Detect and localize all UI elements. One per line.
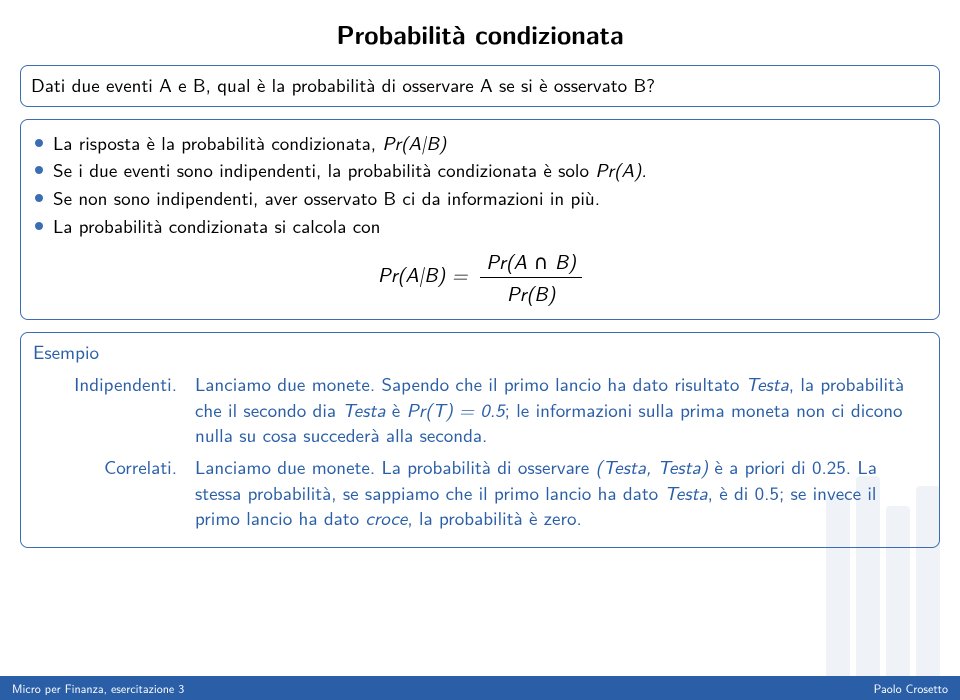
bullet-item: La probabilità condizionata si calcola c… — [35, 213, 925, 239]
example-row: Correlati. Lanciamo due monete. La proba… — [39, 454, 921, 531]
bullet-text: La risposta è la probabilità condizionat… — [53, 130, 925, 156]
intro-box: Dati due eventi A e B, qual è la probabi… — [20, 65, 940, 107]
example-body: Lanciamo due monete. La probabilità di o… — [195, 454, 921, 531]
content-box: La risposta è la probabilità condizionat… — [20, 119, 940, 321]
example-body: Lanciamo due monete. Sapendo che il prim… — [195, 371, 921, 448]
bullet-text: Se i due eventi sono indipendenti, la pr… — [53, 157, 925, 183]
formula-fraction: Pr(A ∩ B) Pr(B) — [480, 248, 582, 307]
bullet-item: Se i due eventi sono indipendenti, la pr… — [35, 157, 925, 183]
formula-denominator: Pr(B) — [480, 278, 582, 307]
footer: Micro per Finanza, esercitazione 3 Paolo… — [0, 676, 960, 700]
example-box: Esempio Indipendenti. Lanciamo due monet… — [20, 332, 940, 547]
page-title: Probabilità condizionata — [20, 16, 940, 51]
bullet-icon — [35, 222, 43, 230]
example-list: Indipendenti. Lanciamo due monete. Sapen… — [39, 371, 921, 531]
bullet-icon — [35, 166, 43, 174]
bullet-item: La risposta è la probabilità condizionat… — [35, 130, 925, 156]
slide: Probabilità condizionata Dati due eventi… — [0, 0, 960, 700]
bullet-text: Se non sono indipendenti, aver osservato… — [53, 185, 925, 211]
example-term: Indipendenti. — [39, 371, 195, 397]
example-row: Indipendenti. Lanciamo due monete. Sapen… — [39, 371, 921, 448]
bullet-icon — [35, 194, 43, 202]
bullet-item: Se non sono indipendenti, aver osservato… — [35, 185, 925, 211]
example-title: Esempio — [33, 339, 927, 365]
formula-numerator: Pr(A ∩ B) — [480, 248, 582, 278]
example-term: Correlati. — [39, 454, 195, 480]
formula-lhs: Pr(A|B) = — [378, 260, 468, 289]
intro-text: Dati due eventi A e B, qual è la probabi… — [31, 70, 655, 98]
bullet-icon — [35, 139, 43, 147]
footer-right: Paolo Crosetto — [874, 680, 948, 696]
footer-left: Micro per Finanza, esercitazione 3 — [12, 680, 184, 696]
formula: Pr(A|B) = Pr(A ∩ B) Pr(B) — [35, 248, 925, 307]
bullet-text: La probabilità condizionata si calcola c… — [53, 213, 925, 239]
